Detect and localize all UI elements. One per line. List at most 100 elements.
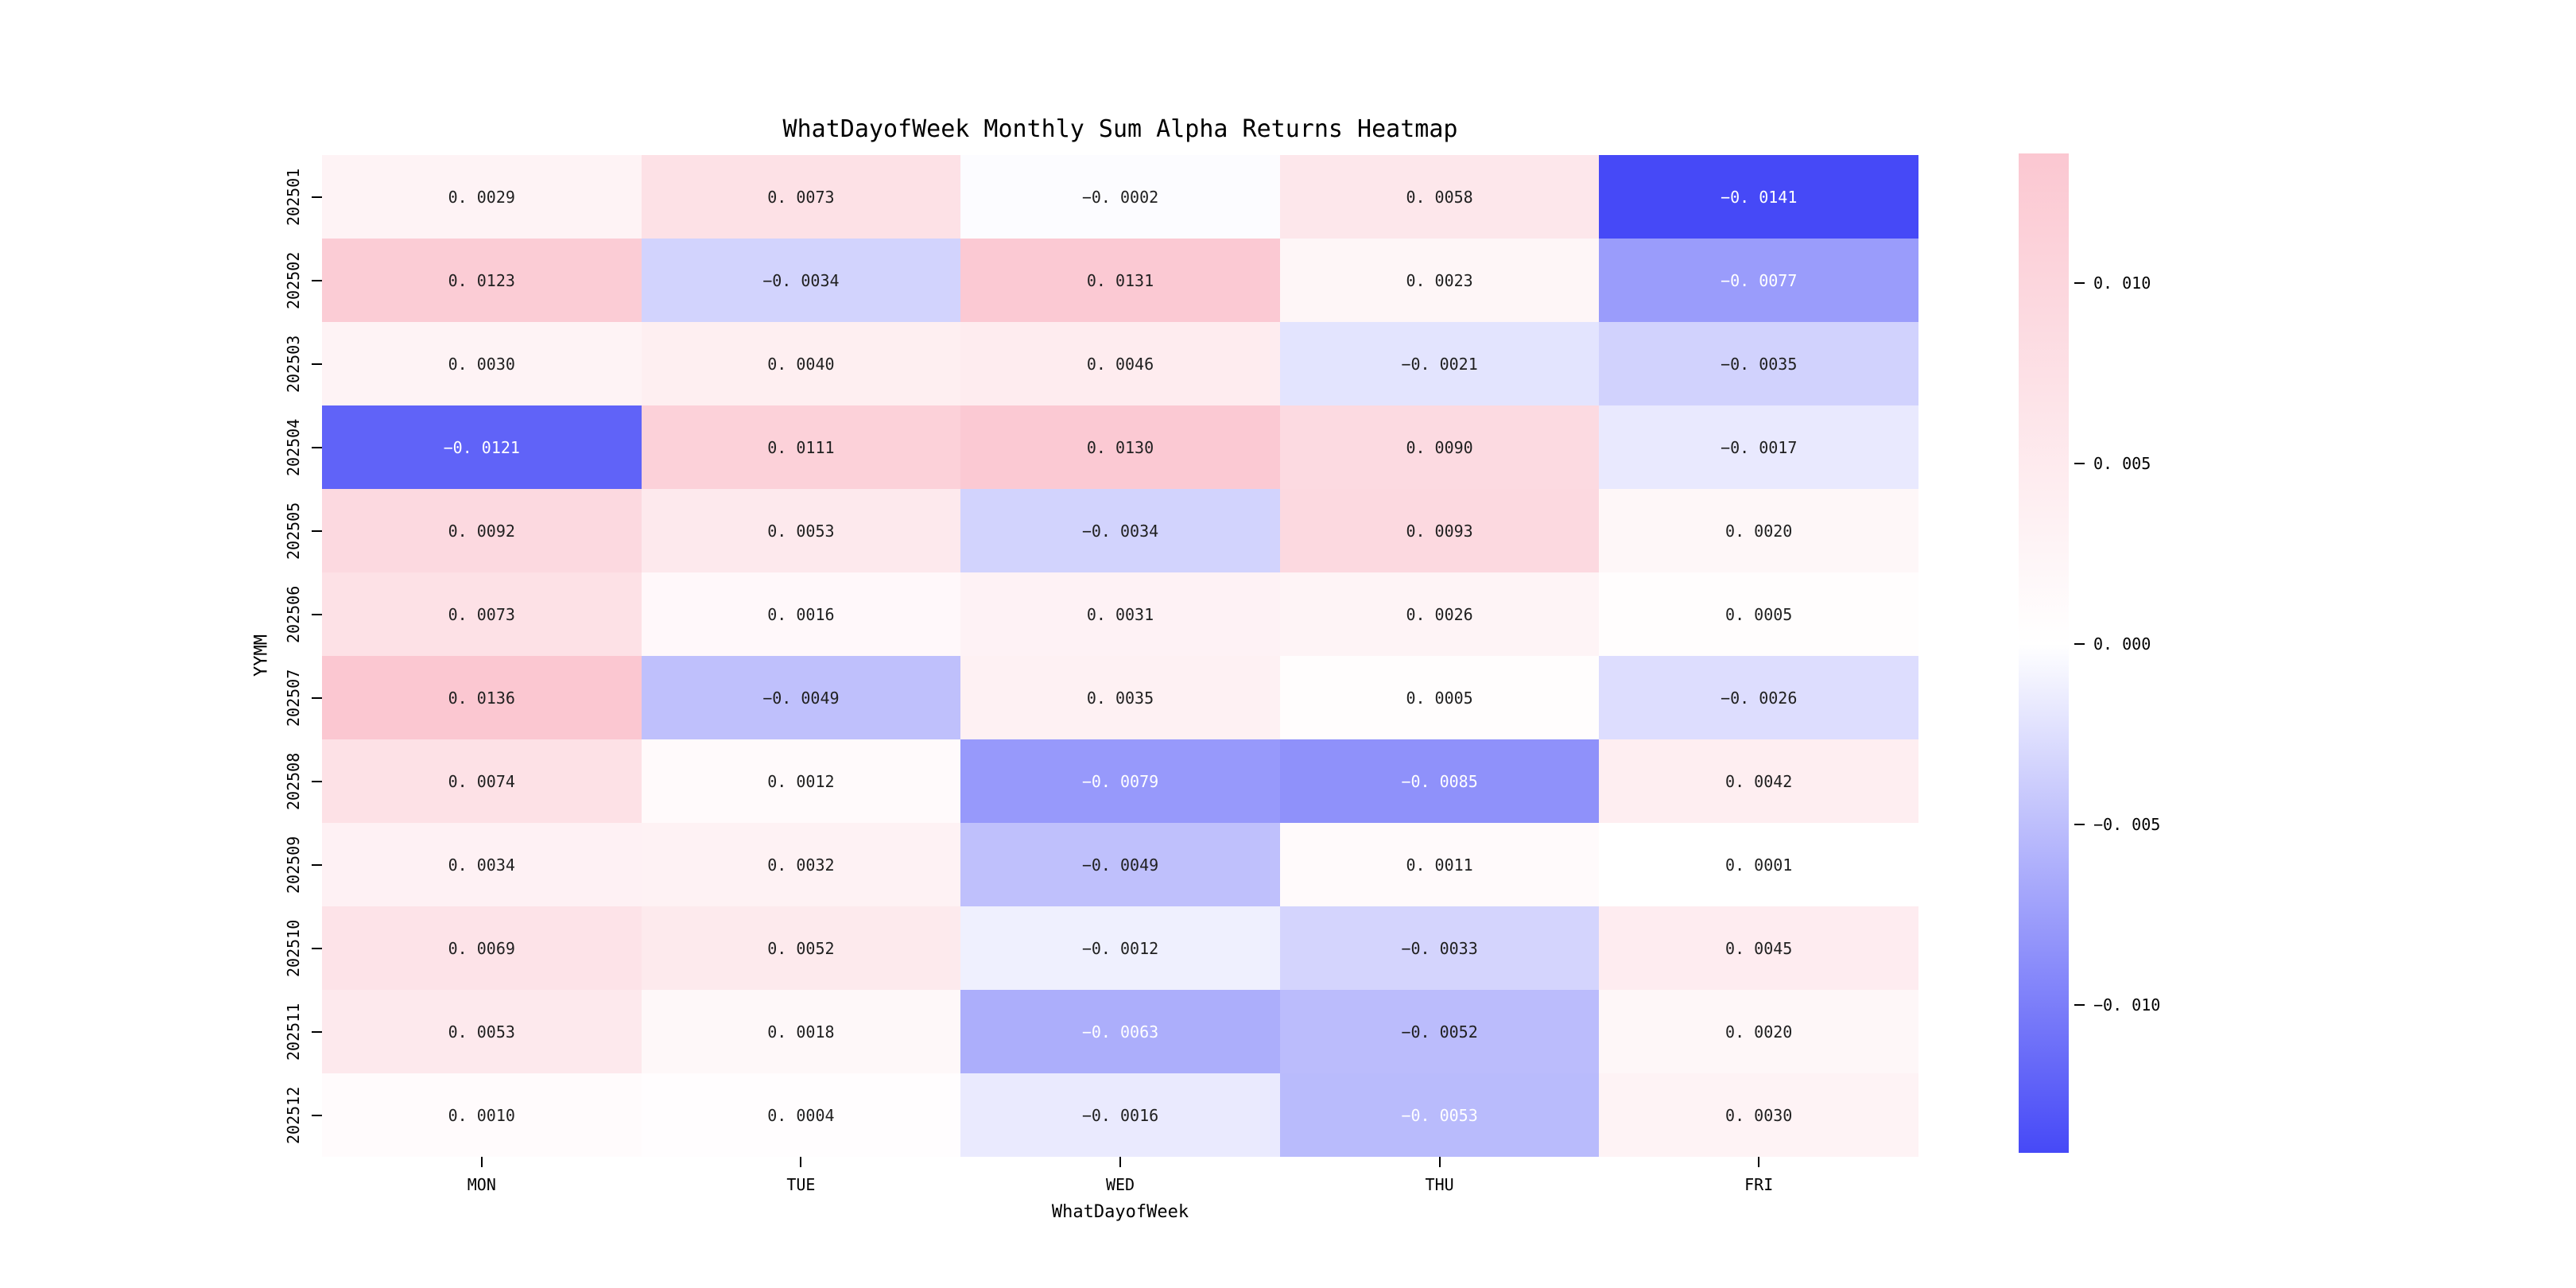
heatmap-cell: −0. 0034: [641, 239, 961, 322]
heatmap-cell: 0. 0046: [960, 322, 1280, 405]
heatmap-cell: −0. 0016: [960, 1073, 1280, 1157]
y-tick-label: 202502: [284, 251, 303, 309]
heatmap-cell: 0. 0018: [641, 990, 961, 1073]
heatmap-cell: −0. 0017: [1599, 405, 1918, 489]
heatmap-cell: −0. 0035: [1599, 322, 1918, 405]
y-tick-mark: [312, 696, 322, 699]
heatmap-grid: 0. 0029 0. 0073 −0. 0002 0. 0058 −0. 0141 0. …: [322, 155, 1918, 1157]
heatmap-cell: 0. 0005: [1279, 656, 1600, 739]
y-tick-mark: [312, 1030, 322, 1033]
heatmap-cell: −0. 0079: [960, 739, 1280, 823]
x-axis-label: WhatDayofWeek: [1051, 1202, 1189, 1222]
heatmap-cell: −0. 0141: [1599, 155, 1918, 239]
colorbar-tick-mark: [2074, 282, 2085, 285]
heatmap-cell: 0. 0001: [1599, 823, 1918, 906]
heatmap-cell: 0. 0031: [960, 572, 1280, 656]
heatmap-cell: 0. 0123: [322, 239, 642, 322]
y-tick-label: 202510: [284, 919, 303, 977]
heatmap-cell: 0. 0011: [1279, 823, 1600, 906]
heatmap-cell: −0. 0021: [1279, 322, 1600, 405]
y-tick-label: 202508: [284, 752, 303, 810]
y-tick-label: 202507: [284, 669, 303, 727]
y-tick-mark: [312, 363, 322, 365]
heatmap-cell: −0. 0053: [1279, 1073, 1600, 1157]
x-tick-label: WED: [1105, 1175, 1135, 1194]
x-tick-mark: [800, 1157, 802, 1167]
y-tick-mark: [312, 780, 322, 782]
heatmap-cell: 0. 0016: [641, 572, 961, 656]
heatmap-cell: −0. 0034: [960, 489, 1280, 572]
heatmap-cell: 0. 0030: [1599, 1073, 1918, 1157]
colorbar-tick-label: −0. 005: [2093, 815, 2161, 835]
heatmap-cell: 0. 0069: [322, 906, 642, 990]
heatmap-cell: 0. 0029: [322, 155, 642, 239]
x-tick-label: TUE: [786, 1175, 816, 1194]
colorbar-tick-label: 0. 010: [2093, 274, 2151, 293]
y-tick-mark: [312, 446, 322, 448]
heatmap-cell: 0. 0032: [641, 823, 961, 906]
heatmap-cell: 0. 0073: [641, 155, 961, 239]
heatmap-cell: 0. 0005: [1599, 572, 1918, 656]
heatmap-cell: 0. 0004: [641, 1073, 961, 1157]
heatmap-cell: 0. 0026: [1279, 572, 1600, 656]
heatmap-cell: −0. 0049: [641, 656, 961, 739]
colorbar: [2019, 153, 2069, 1153]
heatmap-cell: −0. 0121: [322, 405, 642, 489]
y-tick-mark: [312, 863, 322, 866]
x-tick-label: FRI: [1744, 1175, 1774, 1194]
heatmap-cell: 0. 0074: [322, 739, 642, 823]
colorbar-tick-label: −0. 010: [2093, 995, 2161, 1014]
heatmap-cell: 0. 0092: [322, 489, 642, 572]
heatmap-cell: 0. 0130: [960, 405, 1280, 489]
heatmap-cell: −0. 0063: [960, 990, 1280, 1073]
heatmap-cell: 0. 0053: [322, 990, 642, 1073]
heatmap-cell: 0. 0030: [322, 322, 642, 405]
heatmap-cell: 0. 0131: [960, 239, 1280, 322]
x-tick-label: MON: [467, 1175, 496, 1194]
y-tick-label: 202509: [284, 836, 303, 894]
y-tick-mark: [312, 1114, 322, 1116]
heatmap-cell: 0. 0020: [1599, 489, 1918, 572]
heatmap-cell: 0. 0058: [1279, 155, 1600, 239]
heatmap-cell: −0. 0052: [1279, 990, 1600, 1073]
heatmap-cell: −0. 0012: [960, 906, 1280, 990]
heatmap-cell: 0. 0052: [641, 906, 961, 990]
heatmap-cell: −0. 0049: [960, 823, 1280, 906]
colorbar-tick-mark: [2074, 824, 2085, 826]
y-tick-label: 202512: [284, 1086, 303, 1144]
heatmap-cell: 0. 0035: [960, 656, 1280, 739]
heatmap-cell: 0. 0053: [641, 489, 961, 572]
colorbar-tick-mark: [2074, 1003, 2085, 1006]
chart-title: WhatDayofWeek Monthly Sum Alpha Returns …: [782, 115, 1458, 143]
heatmap-cell: 0. 0136: [322, 656, 642, 739]
heatmap-cell: 0. 0042: [1599, 739, 1918, 823]
colorbar-tick-mark: [2074, 643, 2085, 646]
heatmap-cell: 0. 0020: [1599, 990, 1918, 1073]
heatmap-cell: 0. 0093: [1279, 489, 1600, 572]
x-tick-mark: [480, 1157, 483, 1167]
heatmap-cell: 0. 0034: [322, 823, 642, 906]
colorbar-tick-label: 0. 005: [2093, 454, 2151, 474]
heatmap-cell: −0. 0033: [1279, 906, 1600, 990]
y-tick-label: 202501: [284, 168, 303, 226]
x-tick-mark: [1438, 1157, 1441, 1167]
heatmap-cell: −0. 0077: [1599, 239, 1918, 322]
heatmap-cell: 0. 0111: [641, 405, 961, 489]
heatmap-cell: 0. 0023: [1279, 239, 1600, 322]
heatmap-cell: 0. 0090: [1279, 405, 1600, 489]
y-tick-mark: [312, 613, 322, 615]
y-tick-mark: [312, 196, 322, 198]
heatmap-cell: 0. 0010: [322, 1073, 642, 1157]
y-tick-label: 202511: [284, 1003, 303, 1061]
y-tick-label: 202505: [284, 502, 303, 560]
heatmap-cell: 0. 0045: [1599, 906, 1918, 990]
y-tick-mark: [312, 530, 322, 532]
x-tick-mark: [1119, 1157, 1121, 1167]
colorbar-tick-mark: [2074, 463, 2085, 465]
heatmap-cell: 0. 0040: [641, 322, 961, 405]
colorbar-gradient: [2019, 153, 2069, 1153]
x-tick-mark: [1758, 1157, 1760, 1167]
y-tick-mark: [312, 947, 322, 949]
heatmap-cell: −0. 0002: [960, 155, 1280, 239]
